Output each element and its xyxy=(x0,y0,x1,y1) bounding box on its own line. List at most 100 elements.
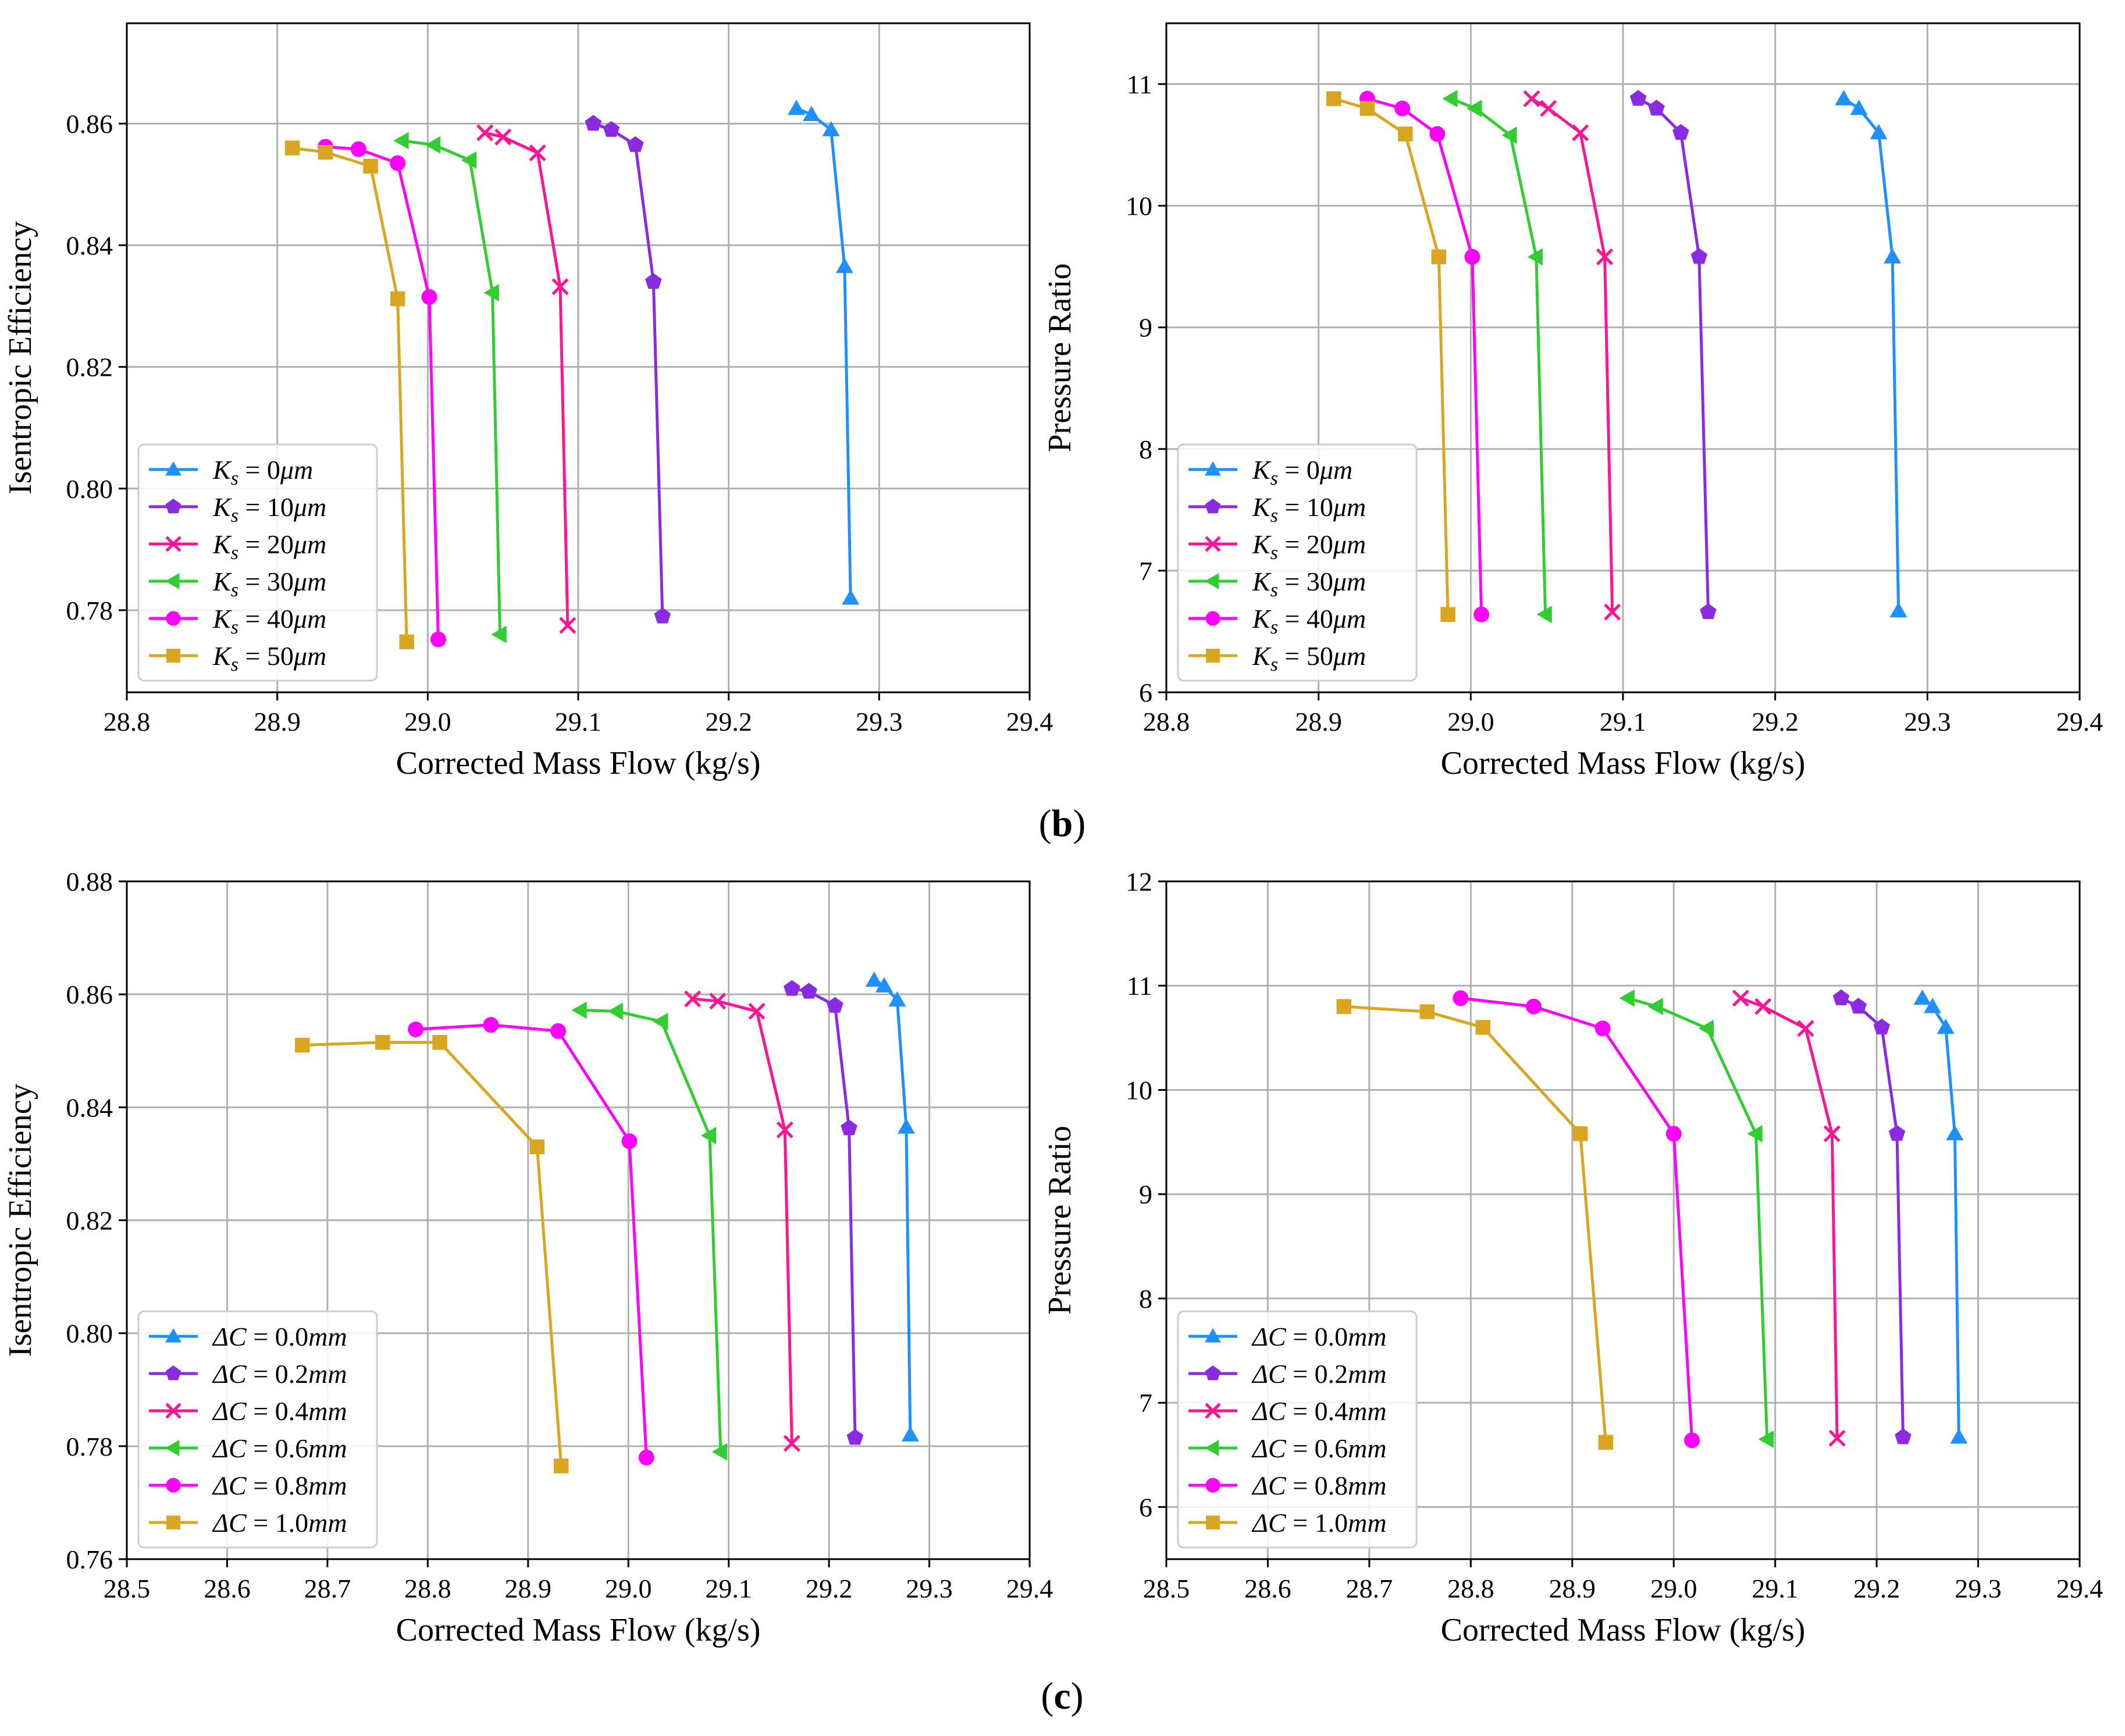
data-point xyxy=(875,977,893,992)
data-point xyxy=(842,589,860,605)
legend-item: ΔC = 0.0mm xyxy=(149,1322,347,1351)
data-point xyxy=(901,1426,919,1442)
data-point xyxy=(571,1001,587,1019)
legend-label: ΔC = 0.6mm xyxy=(1251,1433,1387,1463)
data-point xyxy=(1835,90,1853,105)
data-point xyxy=(1619,989,1635,1007)
series-5 xyxy=(1336,999,1614,1450)
series-line xyxy=(593,122,664,617)
data-point xyxy=(1442,90,1458,108)
x-axis-label: Corrected Mass Flow (kg/s) xyxy=(396,745,761,781)
legend-item: ΔC = 0.6mm xyxy=(149,1433,347,1463)
data-point xyxy=(802,105,820,122)
legend-item: ΔC = 0.4mm xyxy=(149,1396,347,1426)
data-point xyxy=(684,990,702,1008)
y-tick-label: 0.78 xyxy=(66,596,113,625)
x-tick-label: 29.4 xyxy=(2056,1574,2103,1603)
legend-swatch-marker xyxy=(1205,536,1221,552)
y-tick-label: 7 xyxy=(1139,556,1152,586)
legend-label: ΔC = 0.2mm xyxy=(1251,1359,1387,1389)
data-point xyxy=(1501,126,1517,144)
legend-item: ΔC = 0.6mm xyxy=(1188,1433,1387,1463)
legend-box xyxy=(1177,443,1418,682)
chart-b-pressure: 28.8 28.9 29.0 29.1 29.2 29.3 29.4 6 7 8 9 10 11 Corr… xyxy=(1042,22,2103,781)
legend-swatch-marker xyxy=(166,1478,181,1493)
series-3 xyxy=(1619,989,1774,1448)
legend-swatch-marker xyxy=(1205,1478,1220,1493)
data-point xyxy=(1572,1126,1588,1141)
data-point xyxy=(841,1119,857,1136)
data-point xyxy=(1536,606,1552,624)
data-point xyxy=(432,1034,447,1050)
data-point xyxy=(1698,1019,1714,1037)
legend-item: Ks = 40μm xyxy=(149,604,326,638)
y-tick-label: 12 xyxy=(1126,867,1152,897)
y-axis-label: Isentropic Efficiency xyxy=(2,1083,38,1357)
y-tick-label: 6 xyxy=(1139,1492,1152,1522)
data-point xyxy=(1895,1428,1912,1445)
data-point xyxy=(1359,101,1375,116)
y-tick-label: 9 xyxy=(1139,1180,1152,1209)
data-point xyxy=(835,258,853,273)
data-point xyxy=(1946,1125,1964,1140)
chart-b-efficiency: 28.8 28.9 29.0 29.1 29.2 29.3 29.4 0.78 0.80 0.82… xyxy=(2,22,1053,781)
data-point xyxy=(748,1002,766,1020)
series-0 xyxy=(1913,989,1968,1444)
legend-item: ΔC = 0.8mm xyxy=(149,1471,347,1500)
y-tick-label: 6 xyxy=(1139,678,1152,707)
series-5 xyxy=(284,140,414,649)
data-point xyxy=(1598,1435,1614,1450)
x-tick-label: 29.0 xyxy=(404,707,451,737)
legend-label: ΔC = 0.4mm xyxy=(212,1396,347,1426)
data-point xyxy=(1473,606,1490,622)
series-line xyxy=(1460,997,1694,1440)
data-point xyxy=(1464,248,1480,265)
series-4 xyxy=(1453,990,1700,1449)
legend-item: ΔC = 0.0mm xyxy=(1188,1322,1387,1351)
series-line xyxy=(1450,97,1547,615)
legend-item: Ks = 20μm xyxy=(1188,529,1366,564)
legend-item: Ks = 0μm xyxy=(149,455,313,489)
y-tick-label: 0.86 xyxy=(66,980,113,1009)
legend-swatch-marker xyxy=(165,573,180,589)
x-tick-label: 29.0 xyxy=(1447,707,1494,737)
data-point xyxy=(1884,248,1902,264)
data-point xyxy=(430,631,446,648)
series-4 xyxy=(408,1017,654,1465)
legend-item: ΔC = 0.8mm xyxy=(1188,1471,1387,1500)
y-tick-label: 0.84 xyxy=(66,1093,113,1122)
y-tick-label: 9 xyxy=(1139,313,1152,343)
data-point xyxy=(1758,1430,1774,1448)
data-point xyxy=(550,1023,567,1039)
legend-swatch-marker xyxy=(166,649,180,663)
chart-c-efficiency: 28.5 28.6 28.7 28.8 28.9 29.0 29.1 29.2 29.3 29.4… xyxy=(2,867,1053,1648)
data-point xyxy=(318,144,333,160)
x-tick-label: 29.2 xyxy=(1752,707,1799,737)
legend-label: ΔC = 0.2mm xyxy=(212,1359,347,1389)
data-point xyxy=(827,997,843,1013)
x-tick-label: 28.9 xyxy=(1549,1574,1596,1603)
x-tick-label: 28.6 xyxy=(1244,1574,1291,1603)
x-axis-label: Corrected Mass Flow (kg/s) xyxy=(1441,745,1806,781)
legend-label: ΔC = 1.0mm xyxy=(1251,1508,1387,1538)
y-tick-label: 8 xyxy=(1139,435,1152,464)
series-line xyxy=(796,107,852,598)
series-1 xyxy=(1629,90,1717,620)
series-0 xyxy=(865,971,919,1442)
data-point xyxy=(1336,999,1352,1014)
legend-label: Ks = 10μm xyxy=(1252,492,1366,527)
data-point xyxy=(800,983,817,999)
data-point xyxy=(783,1435,800,1452)
data-point xyxy=(1913,989,1931,1005)
data-point xyxy=(1572,124,1589,141)
x-tick-label: 28.5 xyxy=(1143,1574,1190,1603)
caption-b: (b) xyxy=(1039,802,1086,845)
data-point xyxy=(421,289,437,305)
x-tick-label: 28.7 xyxy=(304,1574,351,1603)
series-line xyxy=(1921,997,1960,1438)
data-point xyxy=(1850,998,1867,1014)
y-tick-label: 0.80 xyxy=(66,1319,113,1349)
data-point xyxy=(1604,603,1621,621)
